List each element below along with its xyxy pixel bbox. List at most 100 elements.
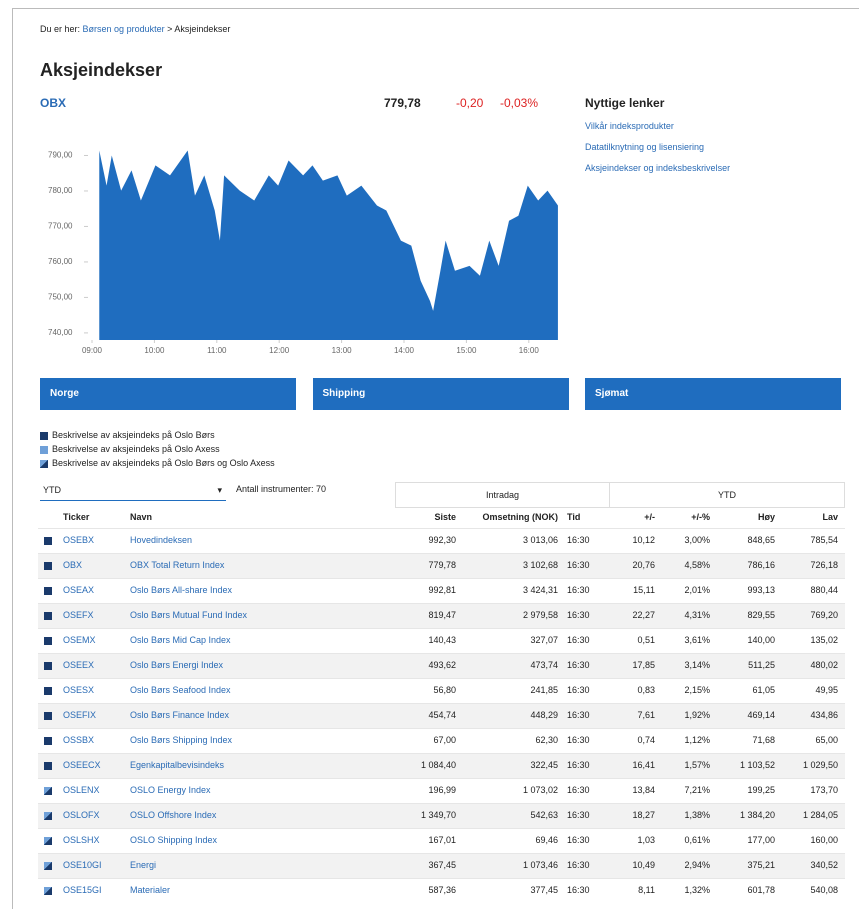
- index-link[interactable]: Oslo Børs Mid Cap Index: [130, 635, 231, 645]
- cell-value: 177,00: [747, 835, 775, 845]
- area: [99, 150, 558, 340]
- index-link[interactable]: Oslo Børs Shipping Index: [130, 735, 233, 745]
- y-tick-label: 780,00: [48, 186, 73, 195]
- row-bg: [38, 578, 845, 604]
- cell-value: 10,49: [632, 860, 655, 870]
- useful-link[interactable]: Aksjeindekser og indeksbeskrivelser: [585, 163, 731, 173]
- column-header[interactable]: Omsetning (NOK): [482, 512, 559, 522]
- cell-value: 16:30: [567, 685, 590, 695]
- row-bg: [38, 603, 845, 629]
- arrow: ›: [595, 420, 599, 431]
- index-link[interactable]: OBX Total Return Index: [130, 560, 225, 570]
- index-link[interactable]: Egenkapitalbevisindeks: [130, 760, 225, 770]
- index-link[interactable]: OSLSHX: [63, 835, 100, 845]
- cell-value: 140,00: [747, 635, 775, 645]
- cell-value: 542,63: [530, 810, 558, 820]
- cell-value: 473,74: [530, 660, 558, 670]
- column-header[interactable]: Ticker: [63, 512, 90, 522]
- cell-value: 3,61%: [684, 635, 710, 645]
- index-link[interactable]: OSLENX: [63, 785, 100, 795]
- column-header[interactable]: Lav: [822, 512, 838, 522]
- select-value: YTD: [43, 485, 61, 495]
- index-link[interactable]: OSEFX: [63, 610, 94, 620]
- index-link[interactable]: OSSBX: [63, 735, 95, 745]
- cell-value: 16:30: [567, 735, 590, 745]
- index-link[interactable]: Hovedindeksen: [130, 535, 193, 545]
- index-link[interactable]: OSLO Offshore Index: [130, 810, 217, 820]
- cell-value: 992,81: [428, 585, 456, 595]
- cell-value: 69,46: [535, 835, 558, 845]
- arrow: ›: [50, 420, 54, 431]
- cell-value: 493,62: [428, 660, 456, 670]
- column-header[interactable]: Høy: [757, 512, 775, 522]
- market-marker: [44, 587, 52, 595]
- index-link[interactable]: OSEMX: [63, 635, 96, 645]
- index-link[interactable]: Oslo Børs Seafood Index: [130, 685, 231, 695]
- index-link[interactable]: OSEECX: [63, 760, 101, 770]
- cell-value: 3 424,31: [522, 585, 558, 595]
- index-name[interactable]: OBX: [40, 96, 67, 110]
- market-marker: [40, 460, 48, 468]
- region-button[interactable]: Shipping ›: [312, 378, 569, 431]
- index-link[interactable]: OSEBX: [63, 535, 95, 545]
- legend-text: Beskrivelse av aksjeindeks på Oslo Børs: [52, 430, 215, 440]
- region-button[interactable]: Sjømat ›: [585, 378, 841, 431]
- index-link[interactable]: Oslo Børs Energi Index: [130, 660, 224, 670]
- x-tick-label: 09:00: [82, 346, 103, 355]
- index-link[interactable]: Materialer: [130, 885, 171, 895]
- cell-value: 3 013,06: [522, 535, 558, 545]
- cell-value: 16:30: [567, 635, 590, 645]
- index-link[interactable]: OSEAX: [63, 585, 95, 595]
- breadcrumb-label: Du er her:: [40, 24, 81, 34]
- index-link[interactable]: OSLOFX: [63, 810, 100, 820]
- cell-value: 1 029,50: [802, 760, 838, 770]
- index-link[interactable]: Oslo Børs All-share Index: [130, 585, 233, 595]
- cell-value: 13,84: [632, 785, 655, 795]
- cell-value: 434,86: [810, 710, 838, 720]
- region-button[interactable]: Norge ›: [40, 378, 296, 431]
- column-header[interactable]: +/-: [644, 512, 655, 522]
- index-link[interactable]: OSE15GI: [63, 885, 102, 895]
- column-header[interactable]: Siste: [434, 512, 456, 522]
- cell-value: 4,58%: [684, 560, 710, 570]
- cell-value: 10,12: [632, 535, 655, 545]
- row-bg: [38, 753, 845, 779]
- index-link[interactable]: OBX: [63, 560, 83, 570]
- index-link[interactable]: OSESX: [63, 685, 95, 695]
- cell-value: 1,38%: [684, 810, 710, 820]
- cell-value: 2,94%: [684, 860, 710, 870]
- column-header[interactable]: Navn: [130, 512, 153, 522]
- index-link[interactable]: OSE10GI: [63, 860, 102, 870]
- row-bg: [38, 728, 845, 754]
- column-header[interactable]: +/-%: [691, 512, 710, 522]
- index-link[interactable]: Energi: [130, 860, 157, 870]
- cell-value: 785,54: [810, 535, 838, 545]
- index-link[interactable]: OSEEX: [63, 660, 95, 670]
- breadcrumb-link[interactable]: Børsen og produkter: [82, 24, 165, 34]
- index-link[interactable]: Oslo Børs Finance Index: [130, 710, 230, 720]
- row-bg: [38, 678, 845, 704]
- column-header[interactable]: Tid: [567, 512, 581, 522]
- period-select[interactable]: YTD ▾: [40, 480, 226, 501]
- cell-value: 65,00: [815, 735, 838, 745]
- cell-value: 17,85: [632, 660, 655, 670]
- index-link[interactable]: Oslo Børs Mutual Fund Index: [130, 610, 248, 620]
- x-tick-label: 12:00: [269, 346, 290, 355]
- chart: 740,00 750,00 760,00 770,00 780,00 790,00 09:0…: [48, 150, 558, 355]
- useful-link[interactable]: Datatilknytning og lisensiering: [585, 142, 705, 152]
- index-link[interactable]: OSLO Energy Index: [130, 785, 211, 795]
- market-marker: [44, 862, 52, 870]
- useful-link[interactable]: Vilkår indeksprodukter: [585, 121, 674, 131]
- cell-value: 880,44: [810, 585, 838, 595]
- legend-text: Beskrivelse av aksjeindeks på Oslo Børs …: [52, 458, 275, 468]
- cell-value: 322,45: [530, 760, 558, 770]
- cell-value: 993,13: [747, 585, 775, 595]
- cell-value: 1,12%: [684, 735, 710, 745]
- index-link[interactable]: OSLO Shipping Index: [130, 835, 218, 845]
- x-tick-label: 16:00: [519, 346, 540, 355]
- cell-value: 16:30: [567, 610, 590, 620]
- index-link[interactable]: OSEFIX: [63, 710, 97, 720]
- cell-value: 1,32%: [684, 885, 710, 895]
- cell-value: 601,78: [747, 885, 775, 895]
- x-tick-label: 13:00: [332, 346, 353, 355]
